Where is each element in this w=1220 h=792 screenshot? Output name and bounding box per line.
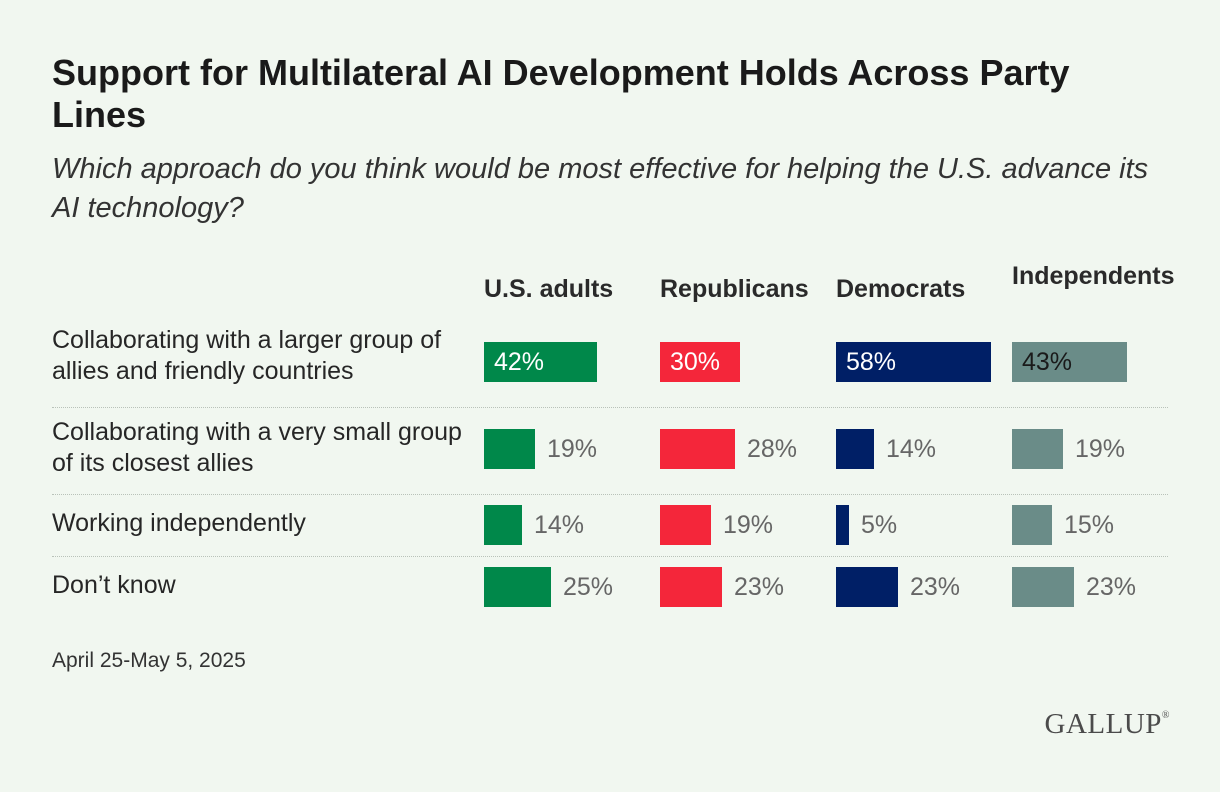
value-label: 14% — [534, 511, 585, 539]
value-label: 43% — [1022, 348, 1073, 376]
value-label: 19% — [723, 511, 774, 539]
value-label: 58% — [846, 348, 897, 376]
value-label: 19% — [1075, 435, 1126, 463]
gallup-logo-text: GALLUP — [1044, 708, 1162, 740]
survey-date-footnote: April 25-May 5, 2025 — [52, 649, 246, 672]
bar-republicans — [660, 567, 722, 607]
bar-independents — [1012, 567, 1074, 607]
row-divider — [52, 556, 1168, 557]
bar-independents — [1012, 342, 1127, 382]
bar-democrats — [836, 505, 849, 545]
chart-title: Support for Multilateral AI Development … — [52, 52, 1070, 135]
value-label: 23% — [734, 573, 785, 601]
value-label: 30% — [670, 348, 721, 376]
row-label: Don’t know — [52, 571, 176, 599]
bar-u-s-adults — [484, 342, 597, 382]
column-header-republicans: Republicans — [660, 275, 809, 303]
bar-democrats — [836, 429, 874, 469]
row-label: Collaborating with a larger group of all… — [52, 326, 442, 385]
bar-democrats — [836, 342, 991, 382]
column-header-independents: Independents — [1012, 262, 1175, 290]
bar-independents — [1012, 505, 1052, 545]
bar-republicans — [660, 429, 735, 469]
value-label: 25% — [563, 573, 614, 601]
bar-republicans — [660, 505, 711, 545]
row-divider — [52, 407, 1168, 408]
row-divider — [52, 494, 1168, 495]
value-label: 23% — [910, 573, 961, 601]
value-label: 28% — [747, 435, 798, 463]
chart-subtitle: Which approach do you think would be mos… — [52, 153, 1149, 224]
value-label: 5% — [861, 511, 898, 539]
column-header-democrats: Democrats — [836, 275, 966, 303]
registered-mark-icon: ® — [1161, 710, 1170, 721]
bar-democrats — [836, 567, 898, 607]
bar-republicans — [660, 342, 740, 382]
gallup-logo: GALLUP® — [1045, 708, 1171, 741]
column-header-u-s-adults: U.S. adults — [484, 275, 614, 303]
value-label: 14% — [886, 435, 937, 463]
value-label: 15% — [1064, 511, 1115, 539]
row-label: Collaborating with a very small group of… — [52, 418, 462, 477]
row-label: Working independently — [52, 509, 306, 537]
bar-u-s-adults — [484, 505, 522, 545]
value-label: 19% — [547, 435, 598, 463]
bar-independents — [1012, 429, 1063, 469]
value-label: 23% — [1086, 573, 1137, 601]
value-label: 42% — [494, 348, 545, 376]
bar-u-s-adults — [484, 429, 535, 469]
bar-u-s-adults — [484, 567, 551, 607]
